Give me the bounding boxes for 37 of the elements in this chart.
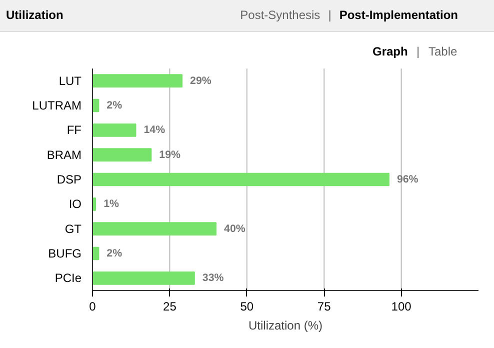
bar xyxy=(92,124,136,137)
y-tick-label: FF xyxy=(66,123,82,138)
data-label: 14% xyxy=(144,124,166,136)
text: Graph xyxy=(372,44,408,58)
x-tick-label: 25 xyxy=(163,300,177,314)
data-label: 19% xyxy=(159,148,182,161)
text: Post-Synthesis xyxy=(240,6,320,24)
bar xyxy=(92,74,183,88)
bar xyxy=(92,172,390,186)
y-tick-label: GT xyxy=(64,222,82,236)
bar xyxy=(92,222,217,236)
x-tick-label: 75 xyxy=(317,300,332,314)
y-tick-label: DSP xyxy=(56,172,82,186)
y-tick-label: PCIe xyxy=(54,271,82,286)
data-label: 2% xyxy=(106,100,123,112)
bar xyxy=(92,148,152,162)
x-tick-label: 50 xyxy=(240,300,254,314)
text: Table xyxy=(428,44,458,58)
y-tick-label: LUTRAM xyxy=(32,98,82,112)
y-tick-label: LUT xyxy=(58,74,82,88)
x-axis-title: Utilization (%) xyxy=(248,318,323,332)
text: | xyxy=(328,6,332,24)
data-label: 33% xyxy=(202,272,224,284)
x-tick-label: 100 xyxy=(391,300,412,314)
text: | xyxy=(416,44,420,58)
y-tick-label: IO xyxy=(68,197,82,212)
data-label: 40% xyxy=(224,222,246,235)
bar xyxy=(92,272,195,285)
data-label: 2% xyxy=(106,248,123,260)
text: Post-Implementation xyxy=(339,6,458,24)
data-label: 1% xyxy=(104,198,120,210)
x-tick-label: 0 xyxy=(89,300,96,314)
y-tick-label: BRAM xyxy=(46,148,82,162)
data-label: 96% xyxy=(396,174,419,186)
y-tick-label: BUFG xyxy=(48,246,82,260)
data-label: 29% xyxy=(190,74,212,87)
chart-title: Utilization xyxy=(6,6,64,24)
